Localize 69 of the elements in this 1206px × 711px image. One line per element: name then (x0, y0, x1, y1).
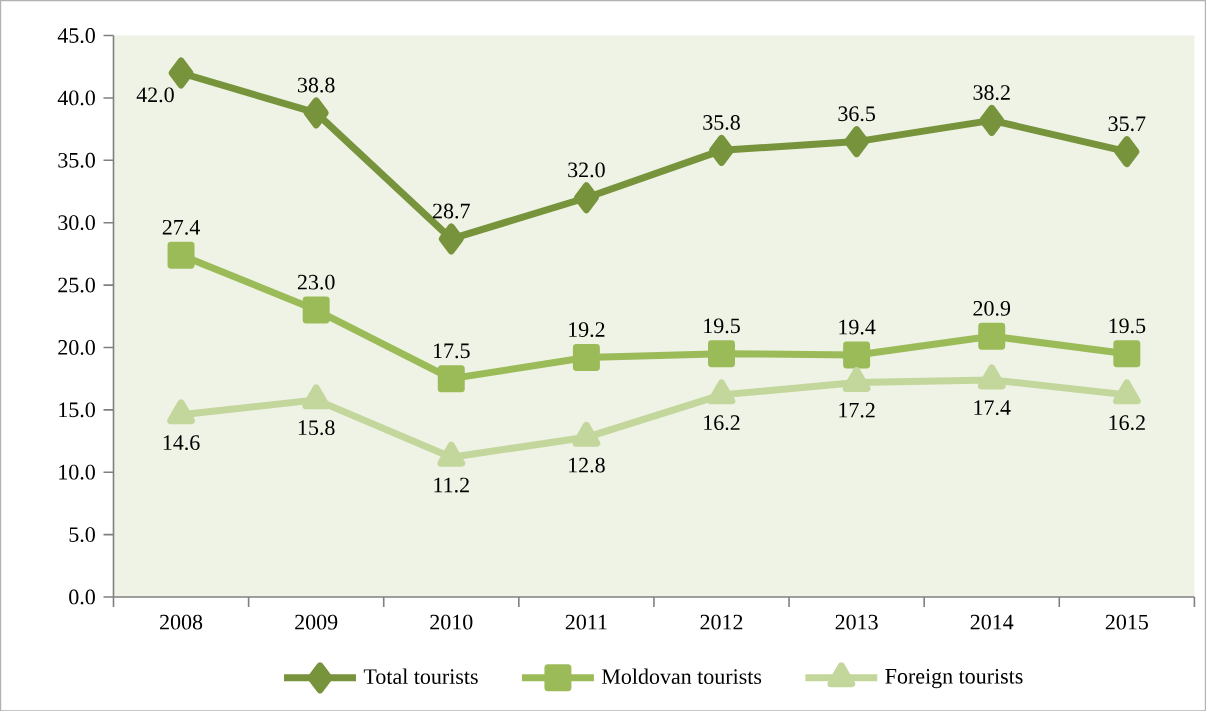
y-tick-label: 30.0 (58, 215, 95, 230)
y-tick-label: 10.0 (59, 464, 95, 480)
data-label: 42.0 (136, 87, 174, 103)
data-label: 12.8 (569, 457, 605, 473)
y-tick-label: 35.0 (58, 152, 95, 168)
y-tick-label: 45.0 (57, 27, 95, 43)
point (438, 223, 464, 255)
data-label: 17.5 (433, 343, 470, 359)
point (572, 421, 601, 447)
y-tick-label: 5.0 (69, 526, 95, 542)
data-label: 28.7 (433, 203, 470, 219)
point (302, 296, 330, 324)
y-tick-label: 20.0 (58, 339, 95, 355)
point (707, 379, 736, 405)
x-tick-label: 2014 (970, 614, 1014, 630)
point (843, 341, 871, 369)
x-tick-label: 2012 (700, 614, 743, 630)
data-label: 19.4 (839, 319, 876, 335)
point (168, 57, 194, 89)
data-label: 19.5 (1109, 318, 1146, 334)
point (1112, 379, 1141, 405)
point (167, 399, 195, 425)
point (437, 441, 466, 467)
y-tick-label: 40.0 (57, 90, 95, 106)
data-label: 11.2 (434, 477, 469, 493)
point (1114, 135, 1140, 167)
data-label: 35.8 (703, 114, 740, 130)
data-label: 36.5 (838, 106, 875, 121)
data-label: 38.2 (973, 84, 1010, 100)
data-label: 14.6 (163, 434, 200, 450)
legend-label: Moldovan tourists (601, 668, 762, 684)
point (572, 343, 600, 371)
data-label: 27.4 (162, 219, 200, 235)
data-label: 17.4 (974, 400, 1011, 415)
point (303, 97, 329, 129)
data-label: 17.2 (839, 402, 875, 418)
point (977, 364, 1006, 390)
point (302, 384, 331, 410)
legend-label: Foreign tourists (885, 668, 1023, 688)
point (708, 339, 735, 367)
point (844, 125, 870, 157)
y-tick-label: 0.0 (69, 589, 95, 605)
data-label: 32.0 (568, 162, 605, 178)
x-tick-label: 2008 (160, 614, 203, 630)
point (437, 364, 465, 392)
x-tick-label: 2010 (430, 614, 473, 630)
data-label: 19.2 (569, 321, 605, 337)
data-label: 38.8 (297, 77, 335, 93)
data-label: 20.9 (973, 300, 1011, 316)
y-tick-label: 25.0 (58, 277, 95, 293)
data-label: 19.5 (704, 318, 740, 334)
x-tick-label: 2015 (1105, 614, 1148, 630)
data-label: 15.8 (298, 420, 335, 435)
point (1113, 339, 1141, 367)
x-tick-label: 2013 (835, 614, 878, 630)
point (709, 134, 734, 166)
legend-label: Total tourists (363, 668, 478, 684)
x-tick-label: 2009 (295, 614, 338, 630)
point (573, 182, 599, 214)
data-label: 23.0 (297, 274, 335, 290)
y-tick-label: 15.0 (59, 402, 95, 418)
data-label: 16.2 (1109, 415, 1145, 430)
data-label: 16.2 (704, 415, 740, 430)
point (842, 366, 871, 392)
x-tick-label: 2011 (565, 614, 607, 630)
point (978, 322, 1006, 350)
point (979, 104, 1005, 136)
data-label: 35.7 (1108, 116, 1146, 131)
point (167, 241, 195, 269)
